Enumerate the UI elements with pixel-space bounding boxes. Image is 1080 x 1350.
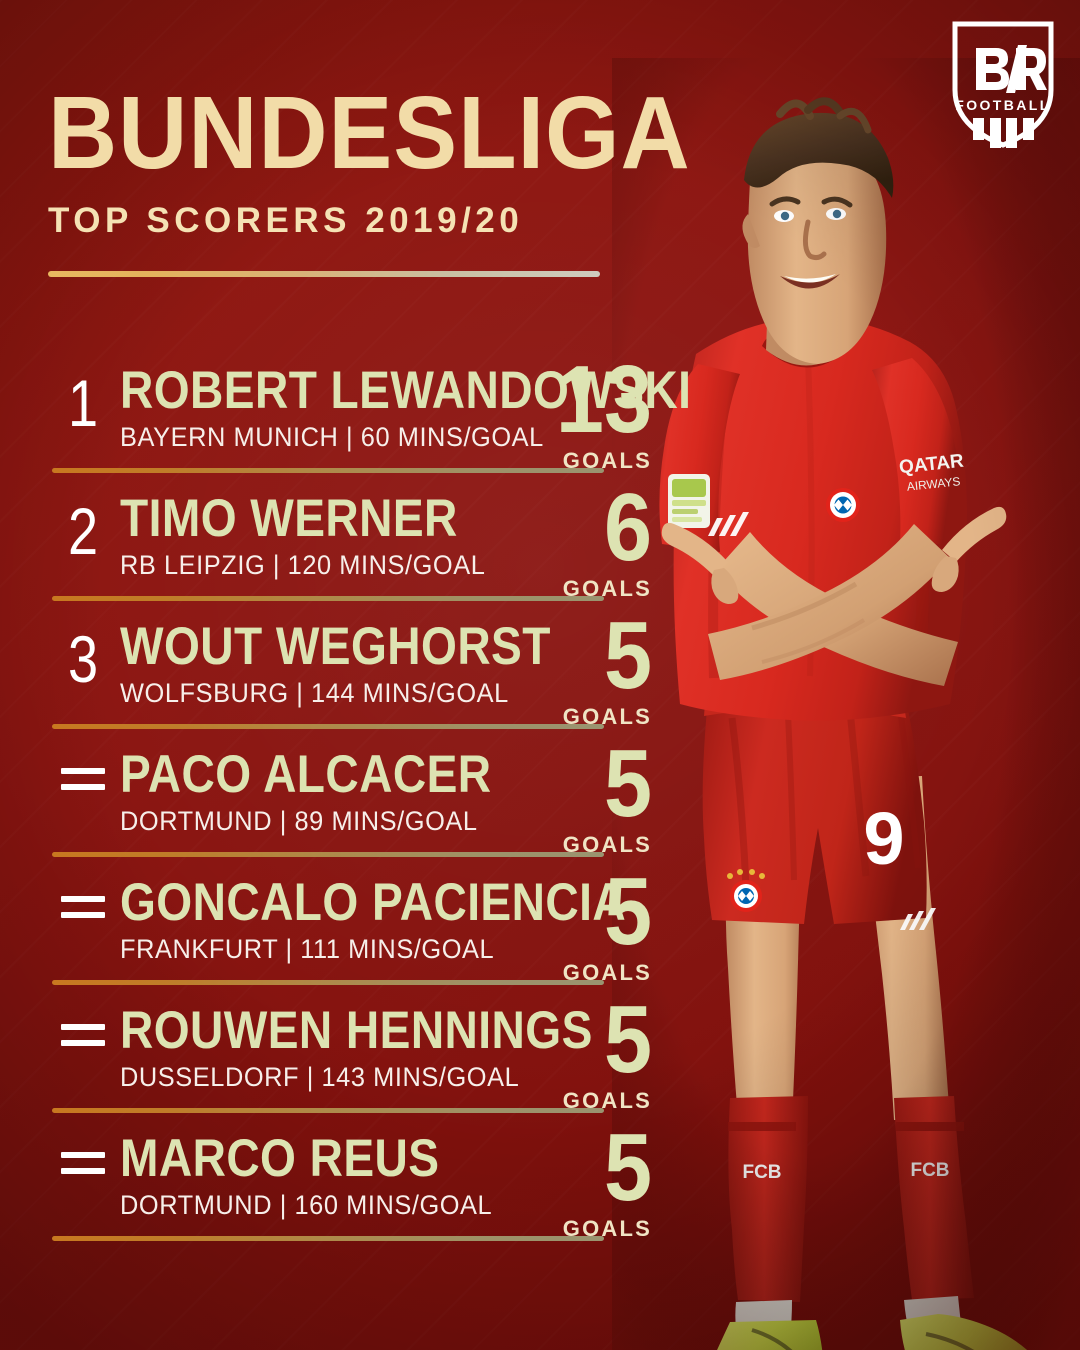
goals-block: 5 GOALS: [540, 602, 652, 730]
rank-indicator: 3: [67, 622, 99, 696]
row-divider: [52, 852, 604, 857]
top-scorers-list: 1 ROBERT LEWANDOWSKI BAYERN MUNICH | 60 MI…: [48, 351, 691, 1256]
page-title: BUNDESLIGA: [48, 75, 691, 190]
player-name: WOUT WEGHORST: [120, 617, 551, 676]
player-name: TIMO WERNER: [120, 489, 458, 548]
rank-indicator: 2: [67, 494, 99, 568]
row-divider: [52, 596, 604, 601]
player-club-stat: DORTMUND | 160 MINS/GOAL: [120, 1190, 493, 1220]
rank-indicator: [52, 744, 114, 814]
row-divider: [52, 468, 604, 473]
br-football-logo[interactable]: FOOTBALL: [948, 18, 1058, 150]
goals-block: 6 GOALS: [540, 474, 652, 602]
scorer-row: PACO ALCACER DORTMUND | 89 MINS/GOAL 5 GOAL…: [48, 735, 658, 872]
row-divider: [52, 1236, 604, 1241]
goals-count: 6: [603, 474, 652, 581]
scorer-row: 3 WOUT WEGHORST WOLFSBURG | 144 MINS/GOAL 5…: [48, 607, 658, 744]
header: BUNDESLIGA TOP SCORERS 2019/20: [48, 75, 691, 277]
player-club-stat: BAYERN MUNICH | 60 MINS/GOAL: [120, 422, 544, 452]
player-club-stat: DUSSELDORF | 143 MINS/GOAL: [120, 1062, 520, 1092]
robert-lewandowski-photo: FCB FCB 9: [612, 58, 1080, 1350]
goals-block: 5 GOALS: [540, 986, 652, 1114]
goals-count: 5: [603, 1114, 652, 1221]
rank-indicator: [52, 872, 114, 942]
goals-block: 5 GOALS: [540, 730, 652, 858]
scorer-row: GONCALO PACIENCIA FRANKFURT | 111 MINS/GO…: [48, 863, 658, 1000]
goals-block: 5 GOALS: [540, 1114, 652, 1242]
goals-count: 5: [603, 730, 652, 837]
scorer-row: MARCO REUS DORTMUND | 160 MINS/GOAL 5 GOALS: [48, 1119, 658, 1256]
page-subtitle: TOP SCORERS 2019/20: [48, 200, 524, 240]
goals-count: 5: [603, 986, 652, 1093]
rank-indicator: [52, 1128, 114, 1198]
goals-block: 13 GOALS: [540, 346, 652, 474]
goals-count: 5: [603, 858, 652, 965]
header-divider: [48, 270, 600, 277]
row-divider: [52, 980, 604, 985]
scorer-row: 2 TIMO WERNER RB LEIPZIG | 120 MINS/GOAL 6 G…: [48, 479, 658, 616]
rank-indicator: [52, 1000, 114, 1070]
row-divider: [52, 1108, 604, 1113]
goals-block: 5 GOALS: [540, 858, 652, 986]
player-club-stat: RB LEIPZIG | 120 MINS/GOAL: [120, 550, 486, 580]
scorer-row: ROUWEN HENNINGS DUSSELDORF | 143 MINS/GOA…: [48, 991, 658, 1128]
logo-wordmark: FOOTBALL: [955, 97, 1050, 113]
goals-count: 5: [603, 602, 652, 709]
scorer-row: 1 ROBERT LEWANDOWSKI BAYERN MUNICH | 60 MI…: [48, 351, 691, 488]
rank-indicator: 1: [67, 366, 99, 440]
player-club-stat: FRANKFURT | 111 MINS/GOAL: [120, 934, 495, 964]
row-divider: [52, 724, 604, 729]
player-name: ROUWEN HENNINGS: [120, 1001, 593, 1060]
player-name: MARCO REUS: [120, 1129, 440, 1188]
player-club-stat: WOLFSBURG | 144 MINS/GOAL: [120, 678, 509, 708]
player-club-stat: DORTMUND | 89 MINS/GOAL: [120, 806, 478, 836]
player-name: PACO ALCACER: [120, 745, 492, 804]
goals-count: 13: [555, 346, 652, 453]
